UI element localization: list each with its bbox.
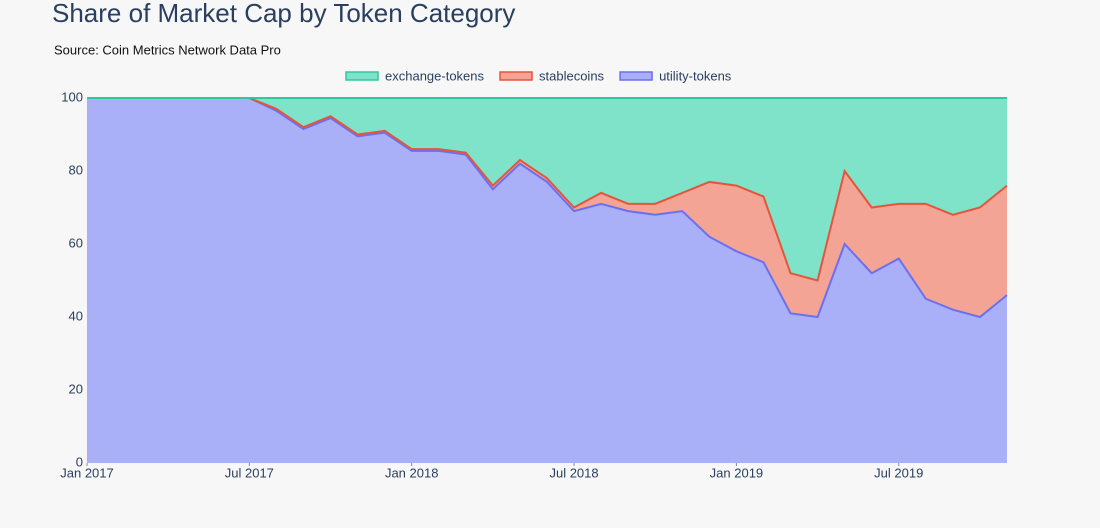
chart-subtitle: Source: Coin Metrics Network Data Pro xyxy=(54,42,281,57)
legend-swatch xyxy=(619,71,653,81)
y-tick-label: 40 xyxy=(69,308,83,323)
legend-label: stablecoins xyxy=(539,68,605,83)
chart-title: Share of Market Cap by Token Category xyxy=(52,0,515,28)
x-tick-label: Jan 2019 xyxy=(710,465,764,480)
x-tick-label: Jul 2019 xyxy=(874,465,923,480)
x-tick-label: Jan 2018 xyxy=(385,465,439,480)
y-tick-label: 100 xyxy=(61,89,83,104)
y-tick-label: 0 xyxy=(76,454,83,469)
x-tick-label: Jan 2017 xyxy=(60,465,114,480)
area xyxy=(87,98,1007,317)
legend-label: utility-tokens xyxy=(659,68,732,83)
area xyxy=(87,98,1007,463)
legend-label: exchange-tokens xyxy=(385,68,485,83)
x-tick-label: Jul 2018 xyxy=(549,465,598,480)
y-tick-label: 80 xyxy=(69,162,83,177)
x-tick-label: Jul 2017 xyxy=(225,465,274,480)
legend-swatch xyxy=(345,71,379,81)
y-tick-label: 20 xyxy=(69,381,83,396)
legend-swatch xyxy=(499,71,533,81)
y-tick-label: 60 xyxy=(69,235,83,250)
